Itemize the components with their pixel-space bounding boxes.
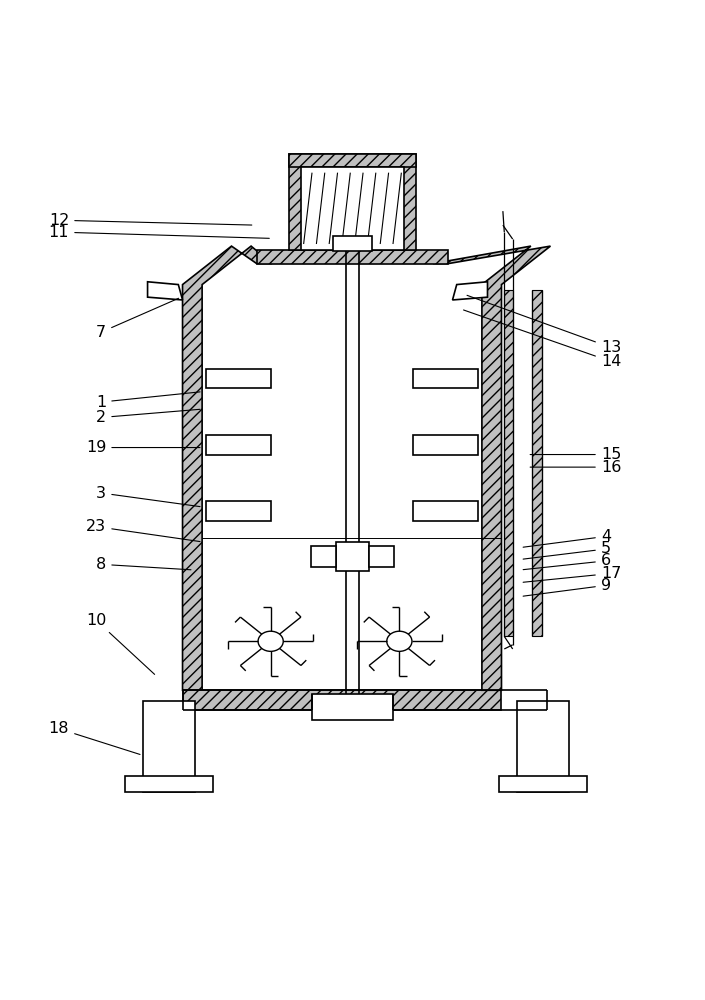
Text: 6: 6: [523, 553, 611, 570]
Bar: [504, 290, 513, 636]
Bar: [206, 501, 271, 521]
Text: 19: 19: [86, 440, 200, 455]
Bar: [310, 546, 336, 567]
Polygon shape: [433, 246, 551, 690]
Polygon shape: [183, 246, 272, 690]
Text: 16: 16: [530, 460, 621, 475]
Bar: [206, 369, 271, 388]
Text: 12: 12: [49, 213, 252, 228]
Ellipse shape: [387, 631, 412, 651]
Polygon shape: [147, 282, 183, 300]
Bar: [336, 542, 369, 571]
Bar: [413, 501, 479, 521]
Bar: [517, 701, 570, 792]
Polygon shape: [453, 282, 487, 300]
Text: 17: 17: [523, 566, 621, 582]
Bar: [413, 369, 479, 388]
Bar: [183, 690, 501, 710]
Text: 4: 4: [523, 529, 611, 547]
Text: 5: 5: [523, 541, 611, 559]
Bar: [499, 776, 587, 792]
Bar: [142, 701, 195, 792]
Bar: [289, 154, 416, 250]
Bar: [125, 776, 213, 792]
Bar: [289, 154, 416, 167]
Bar: [312, 694, 393, 720]
Bar: [206, 435, 271, 455]
Text: 9: 9: [523, 578, 611, 596]
Text: 14: 14: [463, 310, 621, 369]
Text: 8: 8: [96, 557, 191, 572]
Text: 2: 2: [96, 409, 200, 425]
Bar: [513, 290, 532, 636]
Text: 23: 23: [86, 519, 200, 542]
Text: 13: 13: [467, 295, 621, 355]
Text: 1: 1: [96, 392, 200, 410]
Text: 15: 15: [530, 447, 621, 462]
Bar: [302, 167, 403, 250]
Bar: [413, 435, 479, 455]
Ellipse shape: [258, 631, 283, 651]
Bar: [333, 236, 372, 251]
Text: 11: 11: [49, 225, 269, 240]
Text: 3: 3: [97, 486, 200, 507]
Text: 10: 10: [86, 613, 154, 674]
Polygon shape: [257, 250, 448, 264]
Bar: [532, 290, 542, 636]
Text: 18: 18: [49, 721, 140, 754]
Bar: [369, 546, 395, 567]
Text: 7: 7: [96, 298, 178, 340]
